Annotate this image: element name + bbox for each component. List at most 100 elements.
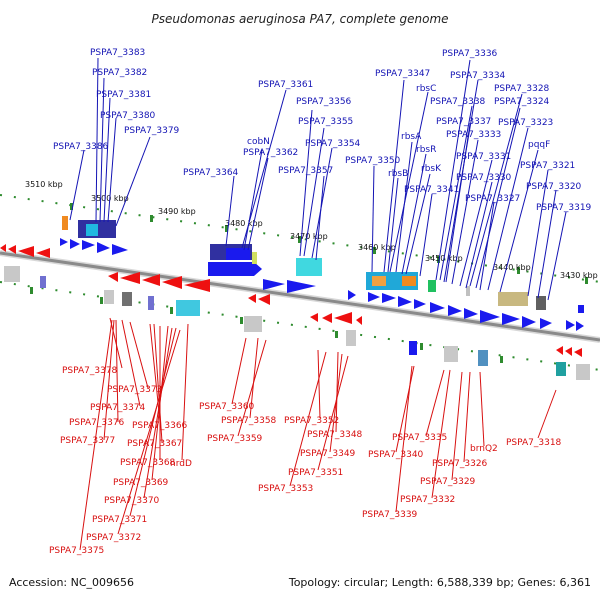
tick-label: 3460 kbp [358,243,396,252]
map-mark [585,277,588,284]
gene-label: PSPA7_3381 [96,90,151,100]
gene-label: PSPA7_3369 [113,478,169,488]
map-mark [479,371,485,447]
gene-label: PSPA7_3364 [183,168,239,178]
gene-arrow [18,246,34,257]
map-mark [4,266,20,282]
map-mark [335,331,338,338]
map-mark [289,351,327,487]
map-mark [181,323,189,461]
map-mark [435,59,471,281]
map-mark [387,177,399,273]
gene-label: PSPA7_3350 [345,156,401,166]
gene-label: PSPA7_3352 [284,416,339,426]
map-mark [475,107,521,289]
gene-label: rbsA [401,132,422,142]
gene-arrow [108,272,118,282]
gene-label: PSPA7_3341 [404,185,459,195]
gene-arrow [414,299,426,309]
gene-arrow [356,316,362,325]
map-mark [420,343,423,350]
map-mark [527,169,549,297]
gene-label: PSPA7_3340 [368,450,424,460]
gene-label: PSPA7_3371 [92,515,147,525]
gene-arrow [322,313,332,323]
gene-arrow [287,280,316,293]
gene-label: PSPA7_3382 [92,68,147,78]
tick-marks [30,203,588,363]
tick-label: 3440 kbp [493,263,531,272]
gene-label: PSPA7_3359 [207,434,263,444]
map-mark [30,287,33,294]
gene-label: PSPA7_3333 [446,130,501,140]
gene-arrow [263,279,285,290]
gene-label: PSPA7_3380 [100,111,156,121]
map-mark [129,327,177,517]
gene-arrow [574,348,582,357]
gene-arrow [60,238,68,246]
map-mark [401,153,427,275]
map-mark [487,127,529,291]
gene-label: PSPA7_3372 [86,533,141,543]
map-mark [402,276,416,286]
map-mark [79,319,113,551]
map-mark [99,77,105,223]
gene-label: PSPA7_3356 [296,97,352,107]
gene-label: PSPA7_3377 [60,436,115,446]
forward-genes [60,238,584,355]
gene-arrow [0,244,6,252]
map-mark [451,371,463,481]
gene-label: PSPA7_3360 [199,402,255,412]
map-mark [395,365,413,513]
gene-label: rbsK [421,164,442,174]
gene-label: PSPA7_3347 [375,69,430,79]
gene-arrow [162,276,182,289]
map-mark [103,319,115,441]
map-mark [537,389,557,439]
scale-track-bottom [0,281,600,371]
map-mark [317,349,321,419]
genome-summary-text: Topology: circular; Length: 6,588,339 bp… [288,576,591,589]
gene-arrow [368,292,380,302]
gene-label: PSPA7_3357 [278,166,333,176]
map-mark [122,292,132,306]
map-mark [143,327,173,499]
gene-arrow [522,316,536,328]
gene-label: PSPA7_3368 [120,458,176,468]
map-mark [115,319,119,423]
scale-track-top [0,194,600,283]
map-mark [225,175,235,247]
map-mark [498,292,528,306]
gene-arrow [258,294,270,305]
map-mark [556,362,566,376]
gene-block [409,341,417,355]
gene-label: PSPA7_3383 [90,48,145,58]
gene-arrow [70,239,80,249]
gene-label: PSPA7_3358 [221,416,277,426]
map-mark [95,57,99,223]
gene-label: PSPA7_3354 [305,139,361,149]
tick-label: 3470 kbp [290,232,328,241]
gene-arrow [310,313,318,322]
map-mark [149,323,161,423]
gene-label: PSPA7_3361 [258,80,313,90]
red-labels: PSPA7_3378 PSPA7_3373 PSPA7_3374 PSPA7_3… [49,366,562,556]
gene-arrow [142,274,160,286]
gene-label: PSPA7_3366 [132,421,188,431]
map-mark [444,346,458,362]
gene-label: PSPA7_3320 [526,182,582,192]
map-mark [311,147,333,259]
gene-label: PSPA7_3355 [298,117,353,127]
gene-arrow [382,293,396,303]
map-mark [170,307,173,314]
gene-label: PSPA7_3337 [436,117,491,127]
map-mark [150,215,153,222]
map-mark [425,369,445,437]
accession-text: Accession: NC_009656 [9,576,134,589]
map-mark [62,216,68,230]
map-mark [176,300,200,316]
gene-label: PSPA7_3335 [392,433,447,443]
map-mark [445,123,471,283]
map-mark [469,93,523,287]
